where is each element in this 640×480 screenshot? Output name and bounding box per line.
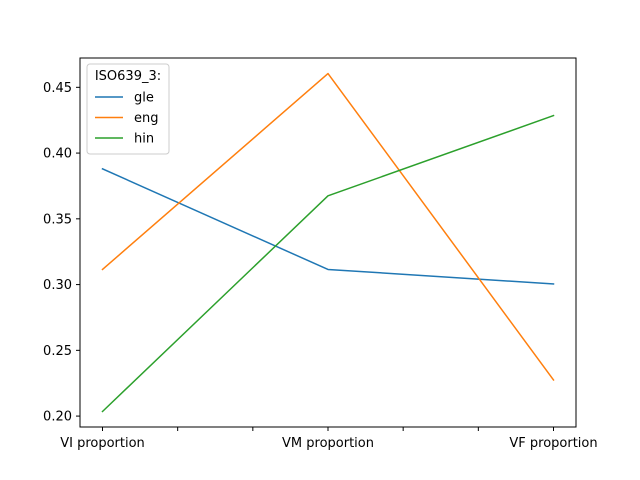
x-axis: VI proportion VM proportion VF proportion [60,427,598,451]
series-line-eng [101,72,555,381]
legend-label-gle: gle [134,91,154,106]
series-layer [101,72,555,413]
series-line-gle [101,167,555,285]
legend-label-hin: hin [134,132,154,147]
y-tick-label: 0.30 [43,278,72,293]
y-tick-label: 0.25 [43,344,72,359]
x-tick-label: VM proportion [282,436,374,451]
legend-title: ISO639_3: [95,69,161,84]
legend-box [86,63,170,155]
y-tick-label: 0.45 [43,81,72,96]
legend: ISO639_3: gle eng hin [86,63,170,155]
y-tick-label: 0.35 [43,212,72,227]
y-axis: 0.20 0.25 0.30 0.35 0.40 0.45 [43,81,80,425]
y-tick-label: 0.40 [43,147,72,162]
x-tick-label: VI proportion [60,436,145,451]
x-tick-label: VF proportion [509,436,597,451]
series-line-hin [101,114,555,413]
legend-entries: gle eng hin [95,91,159,147]
y-tick-label: 0.20 [43,410,72,425]
legend-label-eng: eng [134,111,159,126]
